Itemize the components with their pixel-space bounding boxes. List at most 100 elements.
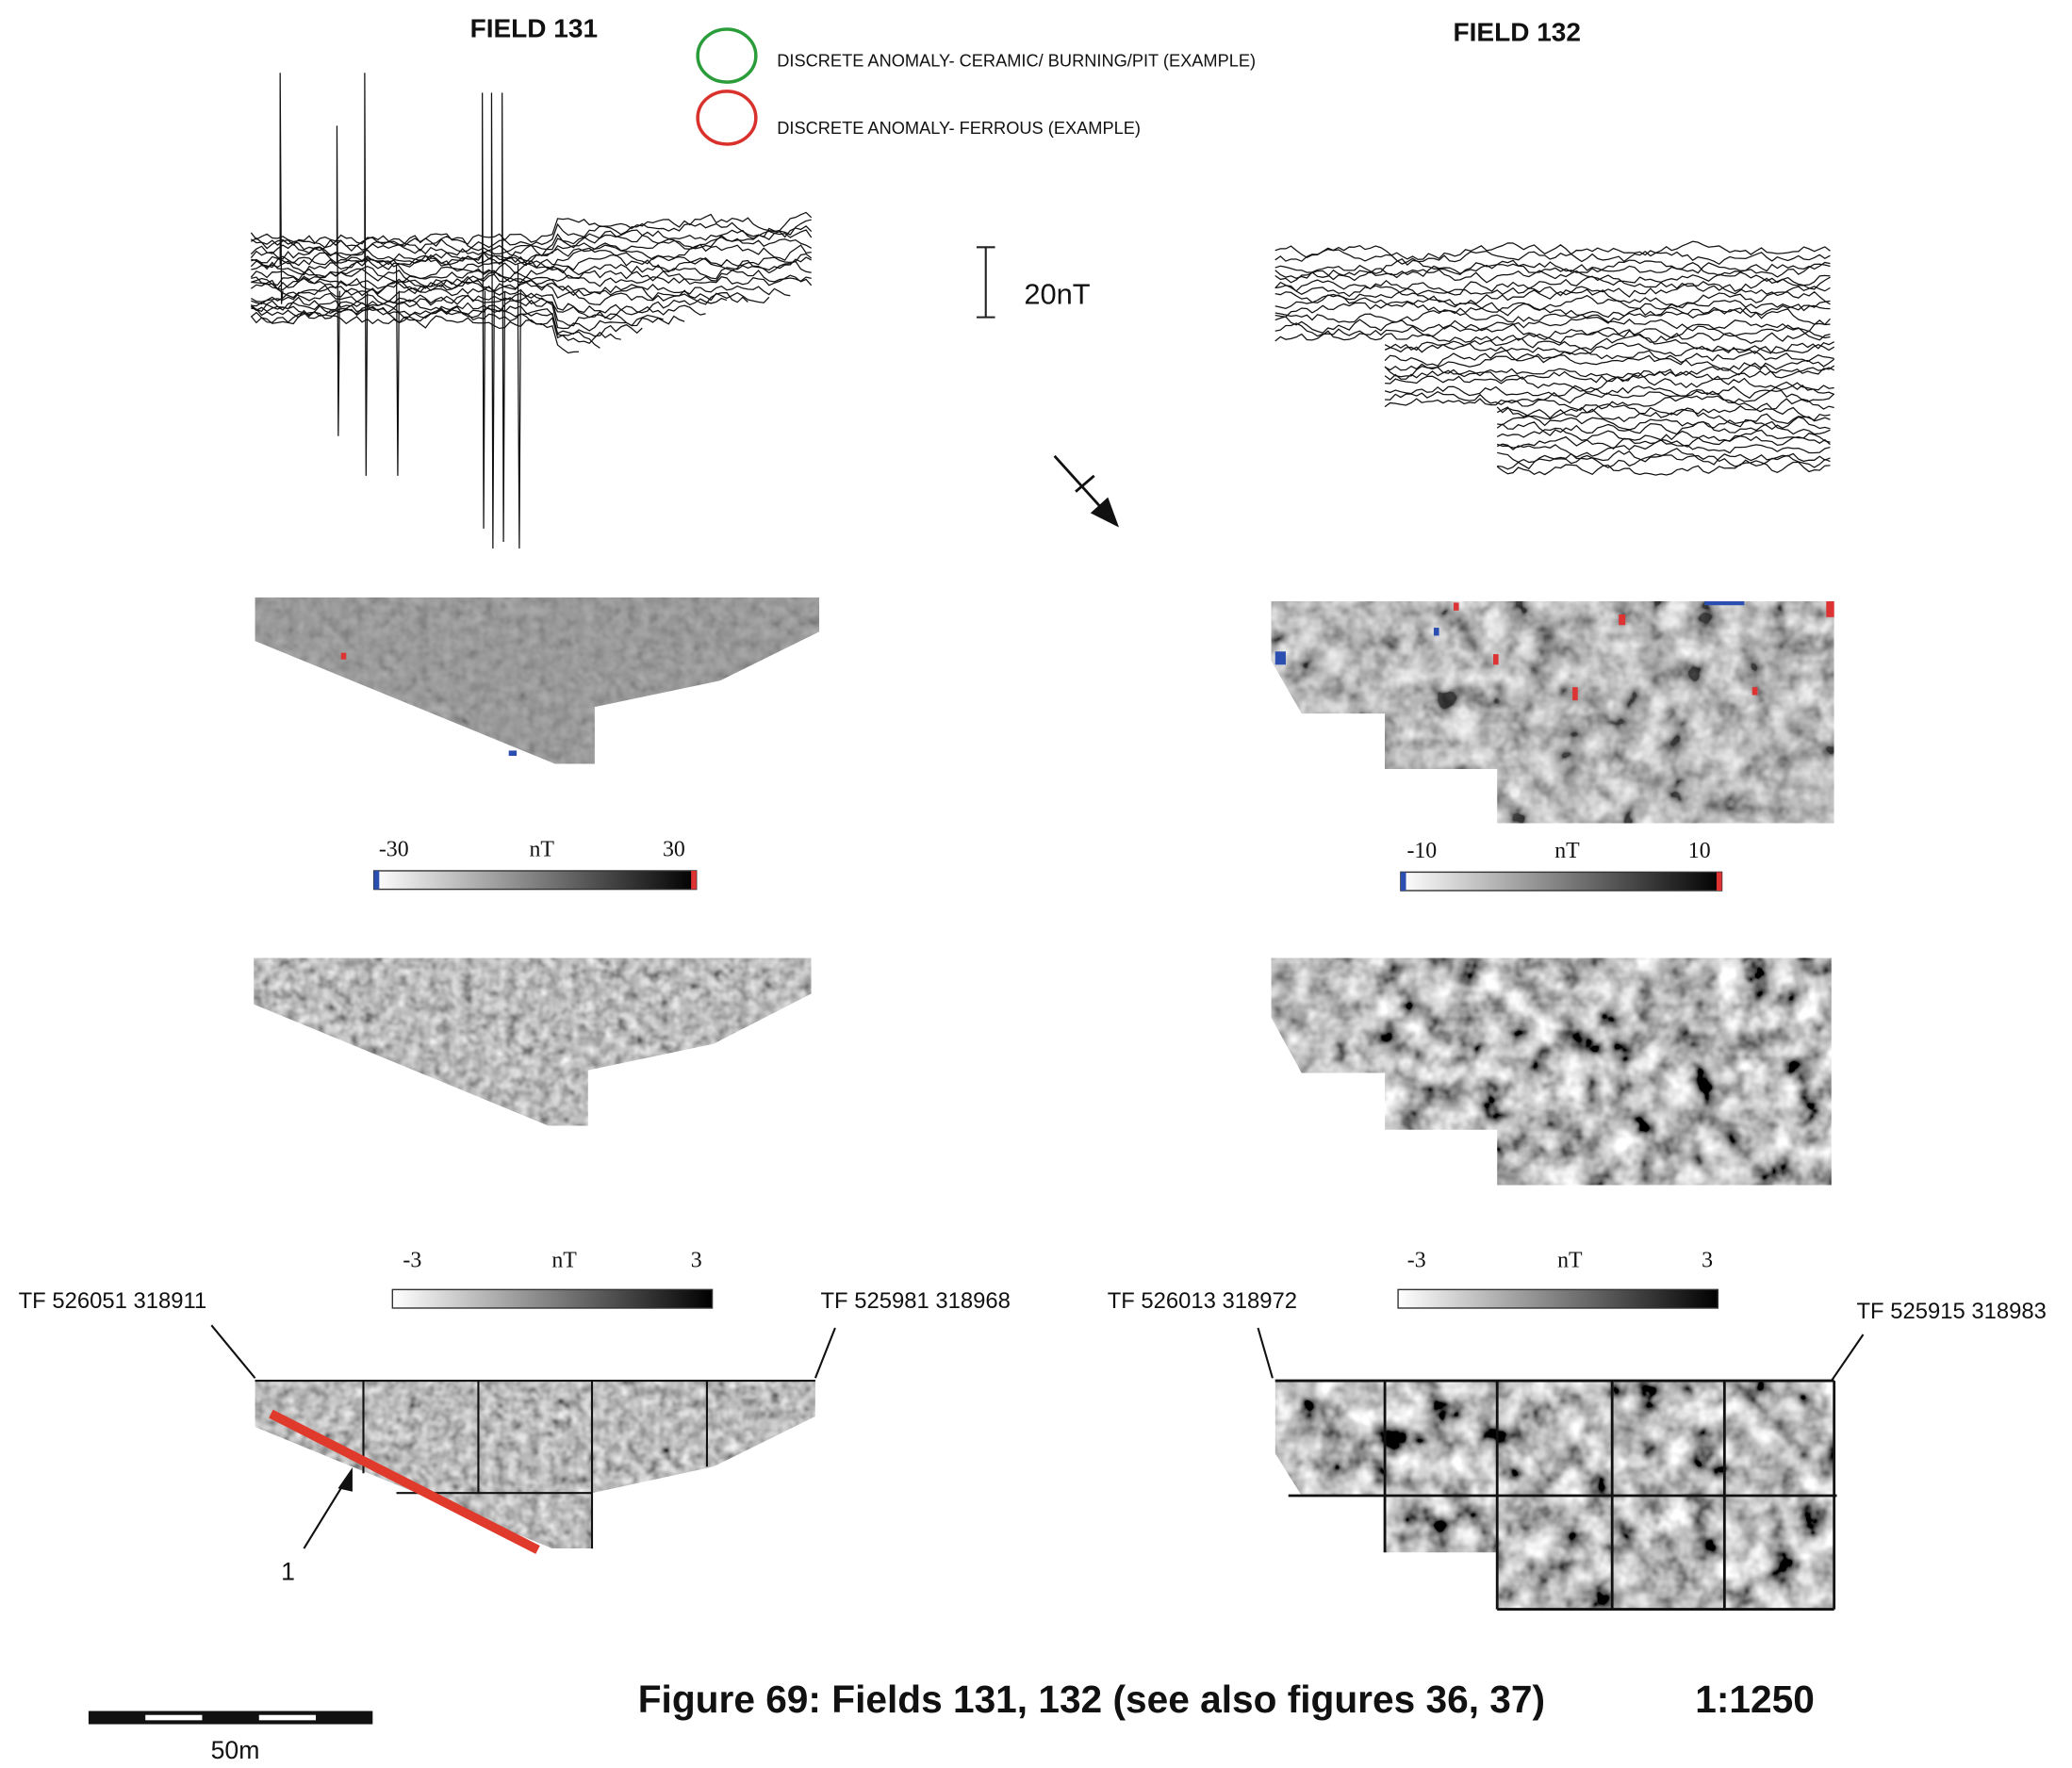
north-arrow — [1053, 454, 1120, 528]
trace-plot — [250, 73, 813, 548]
colorbar-label: nT — [529, 838, 554, 862]
colorbar-label: nT — [1554, 839, 1580, 863]
trace-line — [1496, 439, 1831, 458]
scale-bar — [88, 1711, 373, 1725]
trace-line — [1274, 283, 1831, 298]
legend-circle-red — [696, 90, 758, 146]
trace-line — [1385, 375, 1834, 392]
trace-line — [279, 73, 284, 304]
trace-scale-bar — [976, 246, 995, 319]
trace-line — [1274, 301, 1831, 319]
leader-lines — [210, 1324, 1865, 1382]
trace-line — [1497, 453, 1831, 470]
trace-line — [1496, 420, 1831, 436]
colorbar-label: 3 — [691, 1249, 702, 1273]
trace-line — [251, 291, 706, 320]
greyscale-plot — [1271, 958, 1832, 1186]
colorbar — [1400, 871, 1723, 892]
trace-line — [1274, 269, 1831, 286]
trace-line — [1274, 240, 1831, 260]
ferrous-pixels — [340, 601, 1834, 701]
trace-line — [1497, 415, 1831, 431]
greyscale-plot — [254, 958, 812, 1126]
trace-line — [502, 92, 506, 542]
trace-line — [1274, 274, 1831, 296]
coordinate-label: TF 525915 318983 — [1857, 1299, 2047, 1324]
map-scale: 1:1250 — [1695, 1678, 1815, 1721]
legend-circle-green — [696, 27, 758, 84]
annotation-label: 1 — [281, 1558, 295, 1586]
survey-grid — [1274, 1379, 1837, 1611]
trace-line — [1496, 402, 1831, 421]
colorbar — [391, 1288, 714, 1309]
trace-line — [1384, 334, 1834, 354]
trace-line — [250, 219, 812, 253]
negative-pixels — [508, 601, 1745, 757]
colorbar-label: 30 — [663, 838, 685, 862]
trace-line — [251, 294, 685, 327]
caption: Figure 69: Fields 131, 132 (see also fig… — [638, 1678, 1545, 1721]
trace-line — [1274, 287, 1831, 309]
trace-line — [1496, 427, 1831, 446]
trace-line — [1274, 327, 1831, 344]
field-title: FIELD 132 — [1454, 18, 1581, 47]
trace-line — [250, 254, 812, 276]
trace-line — [1274, 262, 1831, 279]
colorbar-label: 3 — [1702, 1249, 1713, 1273]
trace-line — [1496, 406, 1831, 428]
trace-line — [490, 92, 495, 548]
trace-line — [395, 264, 400, 476]
trace-line — [250, 211, 813, 247]
colorbar — [1397, 1288, 1719, 1309]
trace-line — [517, 264, 521, 548]
trace-line — [1274, 314, 1831, 334]
trace-line — [251, 305, 621, 344]
colorbar-label: -30 — [379, 838, 409, 862]
trace-line — [482, 92, 486, 529]
trace-line — [251, 285, 728, 314]
coordinate-label: TF 526013 318972 — [1108, 1288, 1297, 1314]
trace-line — [1384, 342, 1835, 357]
greyscale-plot — [255, 597, 820, 764]
trace-line — [1274, 307, 1831, 326]
trace-line — [1384, 352, 1835, 371]
linear-anomaly — [269, 1409, 540, 1554]
legend-label: DISCRETE ANOMALY- CERAMIC/ BURNING/PIT (… — [777, 51, 1256, 70]
trace-line — [1274, 293, 1831, 313]
trace-line — [1497, 434, 1831, 450]
trace-line — [251, 243, 812, 267]
greyscale-plot — [255, 1381, 815, 1549]
colorbar-label: 10 — [1688, 839, 1711, 863]
trace-line — [250, 296, 664, 332]
trace-line — [1384, 362, 1835, 382]
trace-line — [1384, 347, 1834, 367]
trace-line — [1274, 321, 1831, 341]
trace-line — [250, 304, 643, 337]
trace-line — [1274, 248, 1831, 266]
legend-label: DISCRETE ANOMALY- FERROUS (EXAMPLE) — [777, 119, 1141, 138]
trace-scale-label: 20nT — [1024, 278, 1090, 311]
colorbar-label: -10 — [1406, 839, 1437, 863]
trace-line — [251, 247, 813, 270]
trace-line — [1385, 389, 1835, 406]
colorbar-label: nT — [551, 1249, 577, 1273]
trace-line — [250, 265, 812, 283]
colorbar-label: nT — [1557, 1249, 1583, 1273]
coordinate-label: TF 525981 318968 — [821, 1288, 1011, 1314]
trace-line — [1384, 367, 1834, 384]
trace-line — [250, 307, 600, 349]
trace-line — [1496, 460, 1831, 476]
colorbar — [373, 870, 698, 891]
trace-line — [1384, 381, 1834, 400]
trace-line — [250, 311, 579, 354]
trace-line — [250, 279, 748, 305]
coordinate-label: TF 526051 318911 — [19, 1288, 207, 1314]
trace-line — [364, 73, 369, 476]
trace-line — [336, 125, 340, 436]
colorbar-label: -3 — [403, 1249, 421, 1273]
scale-bar-label: 50m — [211, 1736, 260, 1764]
trace-plot — [1274, 240, 1835, 476]
colorbar-label: -3 — [1407, 1249, 1426, 1273]
